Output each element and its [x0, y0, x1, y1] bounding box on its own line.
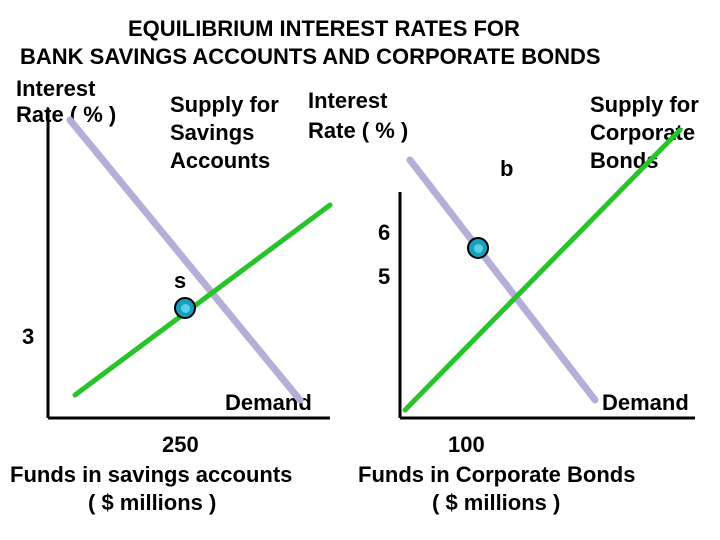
right-equilibrium-marker-inner: [474, 244, 483, 253]
chart-lines: [0, 0, 720, 540]
left-equilibrium-marker-inner: [181, 304, 190, 313]
